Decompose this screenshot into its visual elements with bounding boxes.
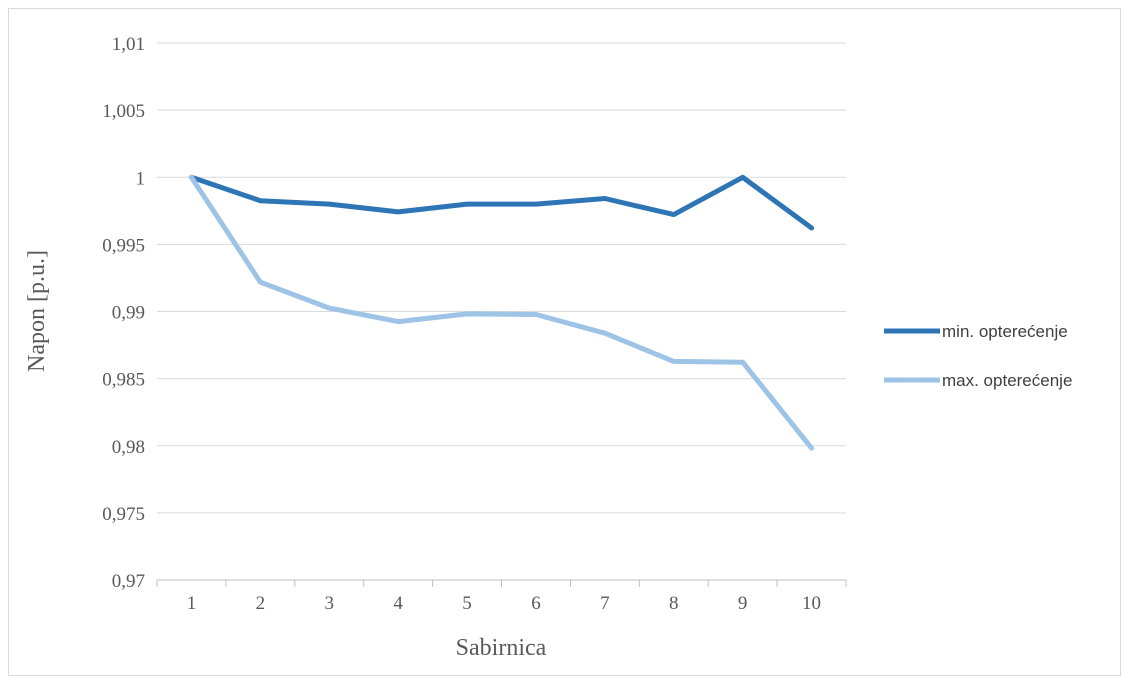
- series-line-min: [188, 174, 815, 231]
- y-tick-label: 1: [136, 168, 146, 189]
- y-tick-label: 0,99: [112, 303, 145, 324]
- x-tick-label: 5: [462, 593, 472, 614]
- x-tick-label: 2: [256, 593, 266, 614]
- y-tick-label: 0,97: [112, 571, 145, 592]
- y-tick-label: 0,975: [102, 504, 145, 525]
- y-tick-labels: 0,97 0,975 0,98 0,985 0,99 0,995 1 1,005 1,01: [102, 34, 145, 592]
- series-lines: [188, 174, 815, 451]
- x-tick-label: 7: [600, 593, 610, 614]
- axes: [156, 579, 847, 587]
- legend-label: min. opterećenje: [942, 322, 1068, 341]
- x-tick-label: 1: [187, 593, 197, 614]
- legend: min. opterećenje max. opterećenje: [884, 322, 1072, 390]
- x-tick-label: 4: [393, 593, 403, 614]
- y-tick-label: 0,995: [102, 235, 145, 256]
- chart-frame: [8, 8, 1121, 676]
- legend-label: max. opterećenje: [942, 371, 1072, 390]
- x-tick-label: 3: [325, 593, 335, 614]
- y-tick-label: 0,985: [102, 370, 145, 391]
- y-tick-label: 1,005: [102, 101, 145, 122]
- series-line-max: [188, 174, 815, 451]
- x-tick-label: 6: [531, 593, 541, 614]
- x-tick-label: 9: [738, 593, 748, 614]
- y-tick-label: 1,01: [112, 34, 145, 55]
- gridlines: [157, 42, 846, 514]
- x-tick-labels: 1 2 3 4 5 6 7 8 9 10: [187, 593, 821, 614]
- x-tick-label: 10: [802, 593, 821, 614]
- y-tick-label: 0,98: [112, 437, 145, 458]
- y-axis-title: Napon [p.u.]: [24, 250, 50, 372]
- x-tick-label: 8: [669, 593, 679, 614]
- x-axis-title: Sabirnica: [456, 635, 547, 661]
